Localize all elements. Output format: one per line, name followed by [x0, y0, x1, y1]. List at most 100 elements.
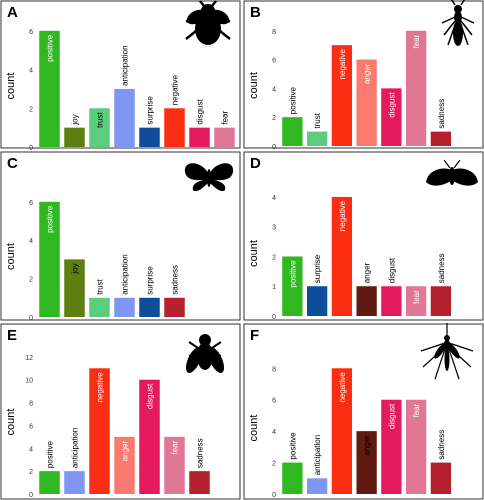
- chart-panel-f: F 0 2 4 6 8 count positive anticipation negative a…: [243, 323, 484, 500]
- bar-label-trust: trust: [313, 112, 322, 128]
- bar-surprise: [306, 286, 328, 316]
- bar-label-sadness: sadness: [196, 438, 205, 468]
- bar-joy: [64, 127, 85, 147]
- panel-frame: [243, 151, 484, 321]
- panel-frame: [0, 323, 241, 500]
- panel-letter: D: [250, 155, 261, 172]
- bar-disgust: [381, 399, 402, 494]
- moth-icon: [426, 159, 478, 186]
- bar-label-trust: trust: [96, 278, 105, 294]
- moth-body: [449, 167, 455, 185]
- chart-panel-c: C 0 2 4 6 count positive joy trust anticipation su…: [0, 151, 241, 322]
- wasp-thorax: [454, 11, 462, 23]
- panel-frame: [243, 0, 484, 149]
- bar-disgust: [381, 286, 402, 316]
- y-tick-label: 4: [29, 446, 33, 453]
- panel-letter: A: [7, 4, 18, 21]
- butterfly-wing-left-top: [184, 163, 209, 181]
- bar-label-positive: positive: [46, 205, 55, 233]
- moth-wing-left: [426, 168, 452, 186]
- bar-label-anticipation: anticipation: [313, 435, 322, 475]
- y-tick-label: 2: [272, 115, 276, 122]
- bar-label-anticipation: anticipation: [121, 45, 130, 85]
- bar-label-negative: negative: [171, 74, 180, 105]
- bar-label-disgust: disgust: [387, 92, 396, 118]
- bar-label-anger: anger: [121, 441, 130, 462]
- chart-panel-b: B 0 2 4 6 8 count positive trust negative anger dis…: [243, 0, 484, 151]
- y-axis-label: count: [248, 240, 260, 267]
- bar-anger: [114, 436, 135, 494]
- bar-positive: [39, 471, 60, 494]
- fly-wing-left: [185, 347, 203, 373]
- panel-frame: [0, 0, 241, 149]
- y-tick-label: 6: [29, 423, 33, 430]
- bar-negative: [164, 108, 185, 147]
- bar-trust: [306, 131, 328, 146]
- bar-label-disgust: disgust: [387, 403, 396, 429]
- bee-legs: [185, 0, 231, 40]
- y-tick-label: 2: [272, 461, 276, 468]
- y-tick-label: 0: [272, 144, 276, 151]
- bar-disgust: [189, 127, 210, 147]
- panel-frame: [243, 323, 484, 500]
- bar-negative: [331, 368, 353, 494]
- y-tick-label: 4: [29, 68, 33, 75]
- bar-surprise: [139, 297, 160, 317]
- bar-sadness: [430, 286, 452, 316]
- bar-surprise: [139, 127, 160, 147]
- y-tick-label: 6: [272, 398, 276, 405]
- bar-fear: [405, 286, 427, 316]
- butterfly-wing-left-bottom: [192, 179, 209, 192]
- bar-fear: [214, 127, 235, 147]
- wasp-abdomen: [453, 20, 463, 46]
- bar-label-fear: fear: [412, 403, 421, 417]
- y-tick-label: 12: [25, 355, 33, 362]
- bar-label-joy: joy: [71, 263, 80, 274]
- bar-label-fear: fear: [221, 111, 230, 125]
- bar-label-anticipation: anticipation: [121, 254, 130, 294]
- y-axis-label: count: [5, 73, 17, 100]
- panel-letter: C: [7, 155, 18, 172]
- chart-panel-e: E 0 2 4 6 8 10 12 count positive anticipation negat…: [0, 323, 241, 500]
- fly-wing-right: [207, 347, 225, 373]
- bar-fear: [405, 30, 427, 147]
- bar-label-sadness: sadness: [171, 265, 180, 295]
- wasp-icon: [441, 0, 475, 46]
- chart-panel-a: A 0 2 4 6 count positive joy trust anticipation su…: [0, 0, 241, 152]
- y-tick-label: 0: [272, 492, 276, 499]
- bar-label-anger: anger: [363, 63, 372, 84]
- y-tick-label: 3: [272, 225, 276, 232]
- y-tick-label: 4: [272, 195, 276, 202]
- y-axis-label: count: [248, 415, 260, 442]
- y-axis-label: count: [5, 409, 17, 436]
- panel-letter: F: [250, 327, 259, 344]
- bar-label-anger: anger: [363, 262, 372, 283]
- bar-negative: [331, 196, 353, 316]
- bar-anger: [356, 431, 377, 494]
- bar-label-fear: fear: [171, 441, 180, 455]
- wasp-legs: [441, 0, 475, 46]
- bar-negative: [331, 45, 353, 146]
- butterfly-wing-right-bottom: [209, 179, 226, 192]
- panel-letter: B: [250, 4, 261, 21]
- y-tick-label: 0: [29, 315, 33, 322]
- bar-joy: [64, 259, 85, 317]
- y-tick-label: 2: [29, 106, 33, 113]
- y-tick-label: 4: [272, 86, 276, 93]
- y-tick-label: 0: [29, 145, 33, 152]
- y-tick-label: 6: [29, 200, 33, 207]
- bar-label-positive: positive: [46, 34, 55, 62]
- wasp-head: [454, 5, 462, 13]
- bar-label-fear: fear: [412, 290, 421, 304]
- bar-label-fear: fear: [412, 34, 421, 48]
- bar-label-surprise: surprise: [313, 254, 322, 283]
- bar-label-positive: positive: [288, 432, 297, 460]
- bar-label-anger: anger: [363, 435, 372, 456]
- y-tick-label: 8: [29, 401, 33, 408]
- bar-sadness: [430, 462, 452, 494]
- bar-positive: [282, 117, 303, 146]
- bar-sadness: [189, 471, 210, 494]
- bee-wing-left: [186, 9, 206, 25]
- bar-anticipation: [64, 471, 85, 494]
- bar-label-anticipation: anticipation: [71, 428, 80, 468]
